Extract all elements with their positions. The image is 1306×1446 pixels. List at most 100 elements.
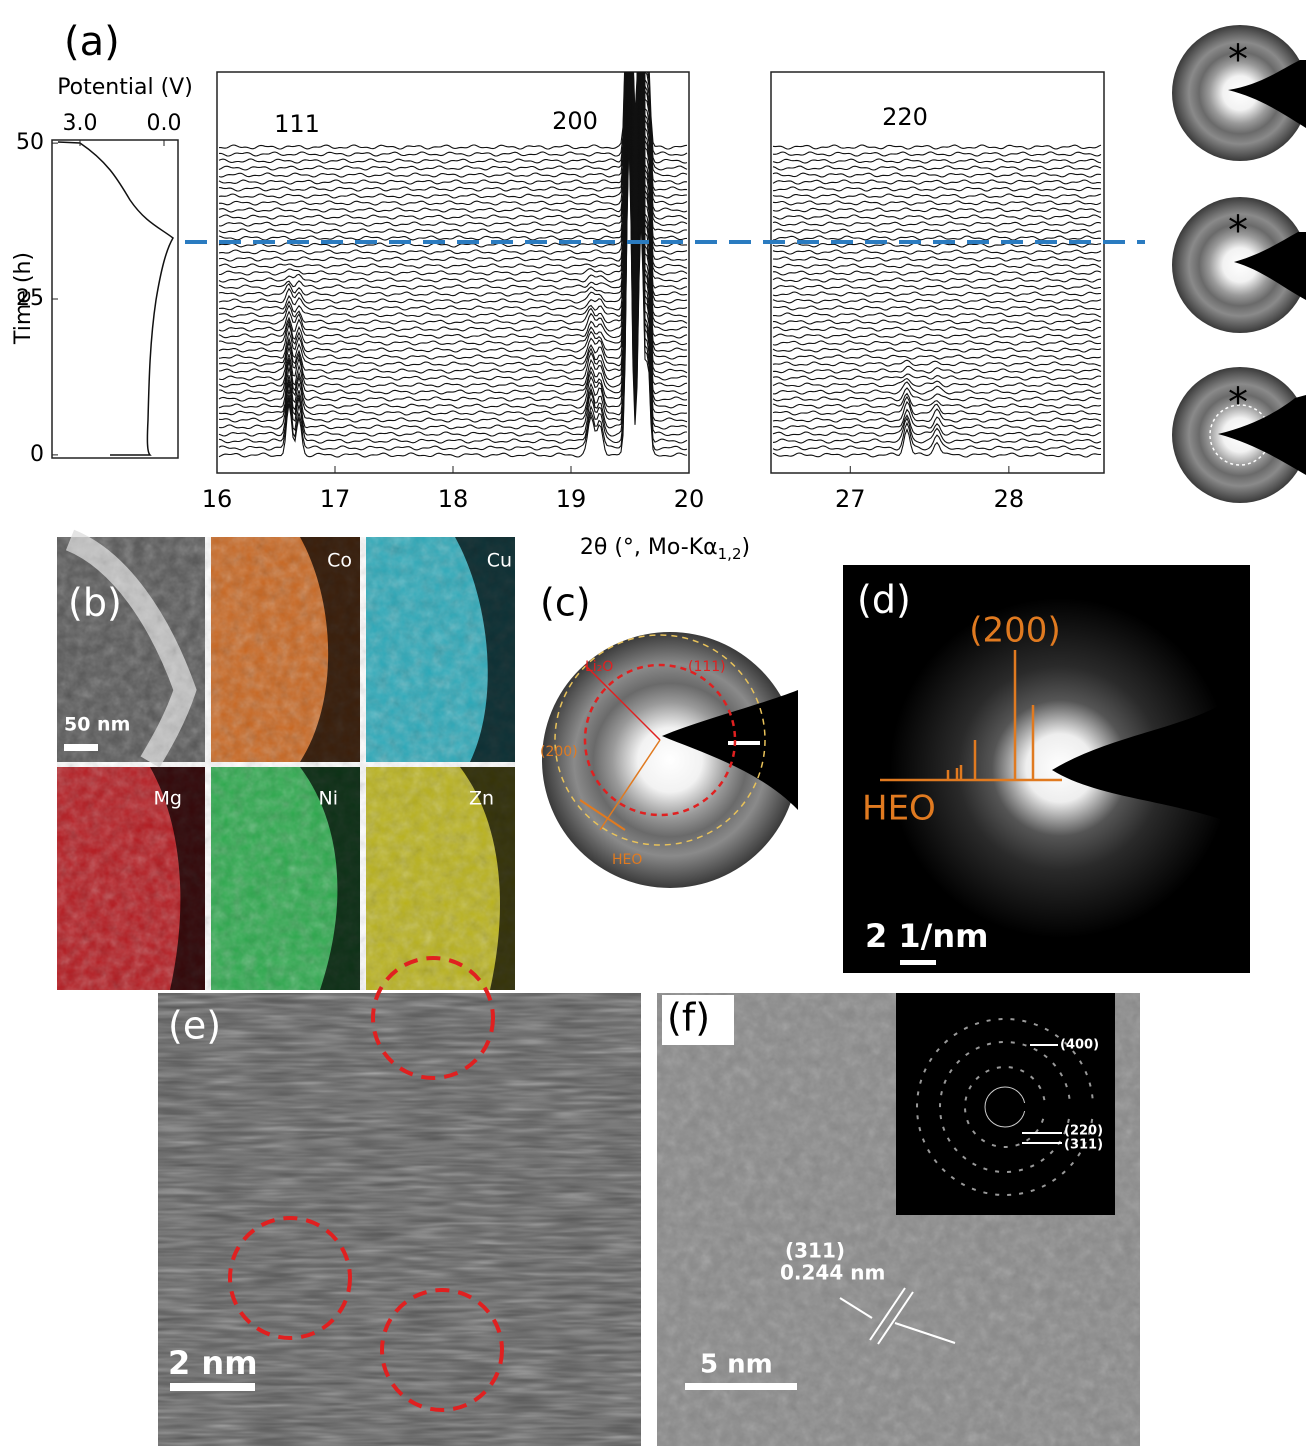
x-tick-label: 18: [438, 485, 469, 513]
panel-label: (e): [168, 1004, 221, 1048]
asterisk: *: [1228, 37, 1248, 83]
axis-box: [52, 140, 178, 458]
x-tick-label: 3.0: [63, 111, 98, 136]
trace: [773, 327, 1101, 331]
asterisk: *: [1228, 208, 1248, 254]
trace: [773, 166, 1101, 170]
trace: [773, 236, 1101, 240]
trace: [773, 229, 1101, 233]
asterisk: *: [1228, 380, 1248, 426]
trace: [773, 222, 1101, 226]
trace: [773, 366, 1101, 373]
hkl-label: (311): [1064, 1138, 1103, 1153]
trace: [773, 360, 1101, 366]
trace: [773, 145, 1101, 149]
axis-title-text: ): [742, 535, 751, 560]
trace: [773, 388, 1101, 401]
scale-label: 5 nm: [700, 1350, 773, 1380]
trace: [219, 0, 687, 282]
trace: [219, 31, 687, 352]
eds-maps: [57, 537, 515, 990]
trace: [219, 0, 687, 289]
trace: [773, 285, 1101, 289]
element-label: Zn: [469, 788, 494, 810]
trace: [773, 374, 1101, 380]
hkl-label: (111): [688, 659, 726, 675]
panel-label: (d): [857, 578, 911, 622]
trace: [773, 278, 1101, 282]
axis-title: Potential (V): [57, 75, 193, 100]
trace: [773, 271, 1101, 275]
panel-label: (a): [64, 19, 120, 65]
axis-box: [771, 72, 1104, 473]
trace: [773, 394, 1101, 409]
trace: [773, 382, 1101, 394]
trace: [773, 292, 1101, 296]
x-tick-label: 19: [556, 485, 587, 513]
axis-title: 2θ (°, Mo-Kα1,2): [580, 535, 750, 563]
trace: [773, 313, 1101, 317]
trace: [773, 215, 1101, 219]
x-tick-label: 0.0: [147, 111, 182, 136]
phase-label: Li₂O: [585, 659, 613, 675]
trace: [773, 173, 1101, 177]
peak-label: 220: [882, 103, 928, 131]
xrd-traces: [773, 145, 1101, 457]
figure: (a) Potential (V) Time (h) 2θ (°, Mo-Kα1…: [0, 0, 1306, 1446]
trace: [773, 257, 1101, 261]
trace: [773, 306, 1101, 310]
x-tick-label: 17: [320, 485, 351, 513]
trace: [773, 415, 1101, 436]
trace: [219, 0, 687, 212]
element-label: Mg: [154, 788, 182, 810]
map-noise: [57, 537, 515, 990]
beam-stop-arm: [1005, 1103, 1115, 1111]
y-tick-label: 50: [16, 130, 44, 155]
trace: [773, 264, 1101, 268]
saed-column: [1172, 25, 1306, 503]
trace: [773, 334, 1101, 338]
scale-bar: [900, 960, 936, 965]
trace: [219, 8, 687, 331]
trace: [773, 418, 1101, 443]
panel-label: (c): [540, 581, 591, 625]
scale-label: 50 nm: [64, 714, 130, 736]
trace: [773, 341, 1101, 345]
scale-bar: [170, 1383, 255, 1391]
trace: [773, 355, 1101, 359]
y-tick-label: 0: [30, 442, 44, 467]
x-tick-label: 27: [835, 485, 866, 513]
hkl-label: (220): [1064, 1124, 1103, 1139]
y-tick-label: 25: [16, 286, 44, 311]
trace: [219, 130, 687, 450]
trace: [219, 0, 687, 177]
trace: [773, 152, 1101, 156]
panel-label: (f): [667, 996, 710, 1040]
peak-label: 111: [274, 110, 320, 138]
xrd-traces: [219, 0, 687, 457]
potential-curve: [58, 142, 173, 455]
spacing-label: 0.244 nm: [780, 1261, 885, 1285]
axis-title-text: 2θ (°, Mo-Kα: [580, 535, 718, 560]
phase-label: HEO: [612, 852, 642, 868]
trace: [773, 250, 1101, 254]
trace: [773, 320, 1101, 324]
panel-label: (b): [68, 581, 122, 625]
trace: [773, 194, 1101, 198]
x-tick-label: 16: [202, 485, 233, 513]
trace: [773, 180, 1101, 184]
trace: [773, 299, 1101, 303]
hkl-label: (400): [1060, 1038, 1099, 1053]
scale-bar: [64, 744, 98, 751]
trace: [219, 0, 687, 317]
trace: [219, 0, 687, 170]
scale-label: 2 nm: [168, 1344, 258, 1382]
trace: [773, 208, 1101, 212]
axis-title-sub: 1,2: [718, 545, 742, 563]
x-tick-label: 20: [674, 485, 705, 513]
peak-label: 200: [552, 107, 598, 135]
trace: [773, 201, 1101, 205]
element-label: Cu: [487, 550, 512, 572]
trace: [773, 348, 1101, 352]
scale-bar: [685, 1383, 797, 1390]
